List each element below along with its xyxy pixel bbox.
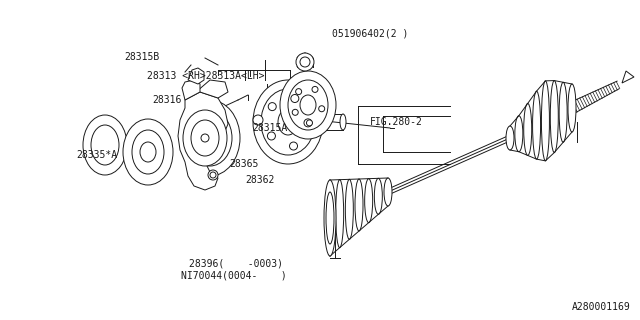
Ellipse shape (326, 180, 334, 256)
Ellipse shape (326, 192, 334, 244)
Circle shape (291, 94, 299, 102)
Ellipse shape (202, 128, 218, 148)
Ellipse shape (340, 114, 346, 130)
Polygon shape (178, 92, 228, 190)
Ellipse shape (324, 180, 336, 256)
Ellipse shape (384, 178, 392, 206)
Circle shape (296, 53, 314, 71)
Ellipse shape (288, 80, 328, 130)
Circle shape (300, 57, 310, 67)
Circle shape (268, 103, 276, 111)
Text: 28315B: 28315B (125, 52, 160, 62)
Ellipse shape (280, 71, 336, 139)
Circle shape (289, 142, 298, 150)
Circle shape (319, 106, 324, 112)
Text: 28316: 28316 (152, 95, 182, 105)
Circle shape (208, 170, 218, 180)
Ellipse shape (568, 84, 576, 132)
Ellipse shape (300, 95, 316, 115)
Circle shape (307, 120, 312, 126)
Circle shape (296, 89, 301, 95)
Ellipse shape (506, 126, 514, 150)
Ellipse shape (278, 109, 298, 135)
Ellipse shape (365, 179, 372, 223)
Ellipse shape (91, 125, 119, 165)
Circle shape (210, 172, 216, 178)
Ellipse shape (550, 81, 558, 153)
Ellipse shape (188, 110, 232, 166)
Text: 28365: 28365 (229, 159, 259, 169)
Text: 28396(    -0003): 28396( -0003) (189, 258, 284, 268)
Ellipse shape (346, 179, 353, 239)
Ellipse shape (515, 116, 523, 152)
Ellipse shape (191, 120, 219, 156)
Ellipse shape (524, 103, 532, 156)
Ellipse shape (83, 115, 127, 175)
Text: A280001169: A280001169 (572, 301, 630, 312)
Circle shape (304, 119, 312, 127)
Circle shape (201, 134, 209, 142)
Polygon shape (196, 80, 228, 98)
Ellipse shape (253, 80, 323, 164)
Text: 28362: 28362 (245, 175, 275, 185)
Ellipse shape (541, 81, 549, 161)
Circle shape (268, 132, 275, 140)
Ellipse shape (335, 180, 344, 248)
Ellipse shape (532, 91, 541, 159)
Text: FIG.280-2: FIG.280-2 (370, 116, 423, 127)
Text: NI70044(0004-    ): NI70044(0004- ) (181, 271, 287, 281)
Text: 28313 <RH>28313A<LH>: 28313 <RH>28313A<LH> (147, 71, 265, 81)
Text: 051906402(2 ): 051906402(2 ) (332, 28, 408, 39)
Polygon shape (182, 80, 200, 100)
Ellipse shape (180, 100, 240, 176)
Ellipse shape (183, 110, 227, 166)
Ellipse shape (374, 178, 382, 214)
Circle shape (312, 86, 318, 92)
Ellipse shape (261, 89, 315, 155)
Ellipse shape (123, 119, 173, 185)
Text: 28335*A: 28335*A (77, 150, 118, 160)
Ellipse shape (132, 130, 164, 174)
Polygon shape (622, 71, 634, 83)
Polygon shape (188, 68, 204, 84)
Ellipse shape (355, 179, 363, 231)
Text: 28315A: 28315A (253, 123, 288, 133)
Circle shape (253, 115, 263, 125)
Ellipse shape (140, 142, 156, 162)
Circle shape (292, 109, 298, 115)
Ellipse shape (559, 82, 567, 142)
